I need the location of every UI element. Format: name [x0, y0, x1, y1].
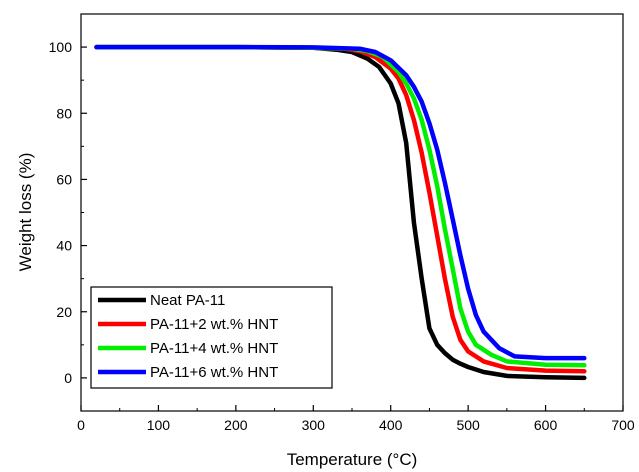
series-lines: [94, 44, 587, 381]
legend-label: PA-11+2 wt.% HNT: [150, 316, 278, 333]
y-tick-label: 40: [56, 238, 72, 254]
x-tick-label: 100: [147, 417, 171, 433]
y-tick-label: 60: [56, 171, 72, 187]
y-tick-label: 100: [49, 39, 73, 55]
legend-label: Neat PA-11: [150, 292, 225, 309]
x-axis-title: Temperature (°C): [287, 450, 418, 469]
y-tick-label: 20: [56, 304, 72, 320]
y-tick-label: 80: [56, 105, 72, 121]
y-tick-label: 0: [64, 370, 72, 386]
series-line: [94, 44, 587, 361]
legend-label: PA-11+4 wt.% HNT: [150, 340, 278, 357]
x-tick-label: 500: [456, 417, 480, 433]
x-tick-label: 400: [379, 417, 403, 433]
axis-ticks: [80, 13, 624, 412]
y-axis-title: Weight loss (%): [16, 153, 35, 272]
legend-label: PA-11+6 wt.% HNT: [150, 364, 278, 381]
x-tick-label: 300: [302, 417, 326, 433]
x-tick-label: 600: [534, 417, 558, 433]
legend: Neat PA-11 PA-11+2 wt.% HNT PA-11+4 wt.% H…: [90, 286, 333, 389]
tick-labels: 0 100 200 300 400 500 600 700 0 20 40 60 80 100: [49, 39, 635, 433]
x-tick-label: 200: [224, 417, 248, 433]
x-tick-label: 0: [77, 417, 85, 433]
x-tick-label: 700: [611, 417, 635, 433]
